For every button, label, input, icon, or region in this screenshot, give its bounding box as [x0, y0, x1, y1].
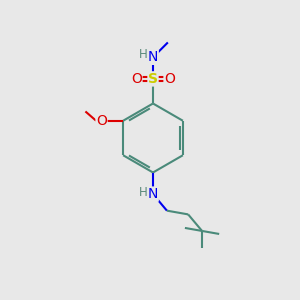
- Text: N: N: [148, 50, 158, 64]
- Text: O: O: [131, 72, 142, 86]
- Text: H: H: [139, 48, 148, 61]
- Text: S: S: [148, 72, 158, 86]
- Text: O: O: [164, 72, 175, 86]
- Text: O: O: [96, 114, 107, 128]
- Text: N: N: [148, 187, 158, 201]
- Text: H: H: [139, 186, 148, 199]
